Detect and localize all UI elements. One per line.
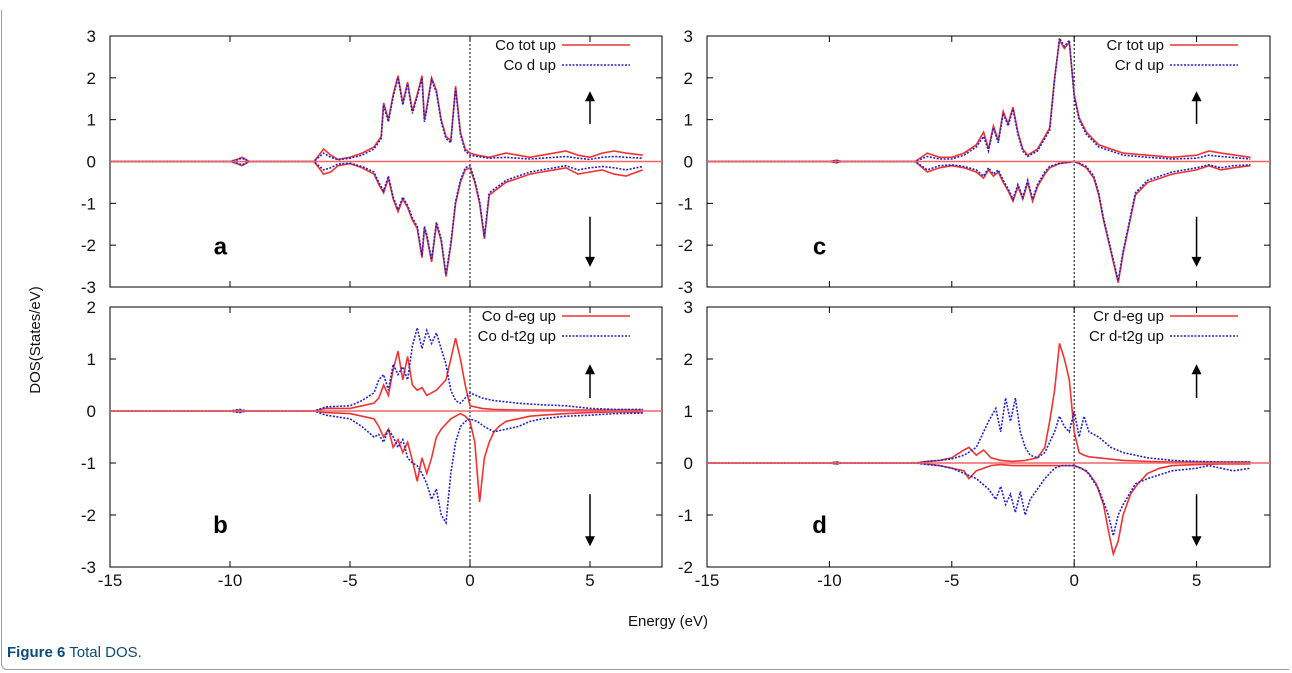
spin-down-arrowhead [1191,256,1202,267]
y-tick-label: 1 [87,111,96,130]
y-tick-label: -2 [678,558,693,577]
caption-label: Figure 6 [7,644,66,661]
y-tick-label: 0 [87,153,96,172]
y-tick-label: 0 [87,402,96,421]
spin-down-arrowhead [1191,536,1202,547]
panel-letter: d [812,512,827,539]
legend-label: Cr d-t2g up [1089,328,1164,345]
y-tick-label: -2 [678,236,693,255]
y-tick-label: 1 [684,402,693,421]
series-line-spin-down-3 [110,410,643,526]
x-tick-label: 0 [465,571,474,590]
series-line-cr-d-t2g-up [707,397,1251,464]
y-tick-label: -3 [81,558,96,577]
x-tick-label: -10 [218,571,243,590]
y-tick-label: -1 [678,194,693,213]
y-tick-label: 1 [87,350,96,369]
panel-a: -3 -2 -1 0 1 2 3 Co tot up Co d up a [81,27,663,297]
spin-up-arrowhead [1191,364,1202,375]
series-line-spin-down-2 [707,160,1251,283]
y-tick-label: -1 [678,506,693,525]
x-tick-label: -10 [817,571,842,590]
series-line-cr-d-eg-up [707,343,1251,464]
spin-up-arrowhead [1191,91,1202,102]
caption-text: Total DOS. [69,644,142,661]
x-tick-label: 5 [1192,571,1201,590]
series-line-cr-d-up [707,35,1251,163]
x-tick-label: 5 [585,571,594,590]
legend-label: Co d-eg up [482,308,556,325]
x-tick-label: -15 [98,571,123,590]
panel-c: -3 -2 -1 0 1 2 3 Cr tot up Cr d up c [678,27,1271,297]
spin-down-arrowhead [585,256,595,267]
series-line-spin-down-2 [110,410,643,503]
legend-label: Cr tot up [1106,37,1164,54]
spin-up-arrowhead [585,364,595,375]
panel-letter: c [813,233,826,260]
plot-frame [706,306,1271,568]
panel-letter: b [213,512,228,539]
x-tick-label: -15 [695,571,720,590]
spin-down-arrowhead [585,536,595,547]
y-tick-label: 2 [684,350,693,369]
y-tick-label: -3 [81,278,96,297]
x-tick-label: -5 [944,571,959,590]
y-tick-label: 2 [87,298,96,317]
y-tick-label: 3 [684,298,693,317]
plot-frame [109,306,663,568]
y-tick-label: -1 [81,194,96,213]
y-tick-label: -1 [81,454,96,473]
legend-label: Cr d up [1115,57,1164,74]
x-axis-label: Energy (eV) [628,613,708,630]
series-line-spin-down-2 [110,160,644,277]
y-tick-label: -3 [678,278,693,297]
y-tick-label: 3 [684,27,693,46]
y-axis-label: DOS(States/eV) [27,286,44,394]
series-line-spin-down-2 [707,462,1251,557]
y-tick-label: 3 [87,27,96,46]
series-line-co-d-eg-up [110,338,643,412]
figure-frame [1,10,1289,670]
series-line-spin-down-3 [707,160,1251,281]
legend-label: Co d-t2g up [478,328,556,345]
y-tick-label: 0 [684,153,693,172]
x-tick-label: 0 [1069,571,1078,590]
series-line-co-tot-up [110,74,643,163]
figure-caption: Figure 6 Total DOS. [7,644,142,661]
panel-letter: a [214,233,228,260]
legend-label: Co tot up [495,37,556,54]
series-line-spin-down-3 [707,462,1251,536]
y-tick-label: -2 [81,506,96,525]
y-tick-label: 1 [684,111,693,130]
spin-up-arrowhead [585,91,595,102]
y-tick-label: -2 [81,236,96,255]
series-line-co-d-up [110,76,643,163]
legend-label: Co d up [503,57,556,74]
y-tick-label: 0 [684,454,693,473]
series-line-co-d-t2g-up [110,327,643,412]
x-tick-label: -5 [342,571,357,590]
series-line-spin-down-3 [110,160,643,275]
y-tick-label: 2 [87,69,96,88]
legend-label: Cr d-eg up [1093,308,1164,325]
y-tick-label: 2 [684,69,693,88]
